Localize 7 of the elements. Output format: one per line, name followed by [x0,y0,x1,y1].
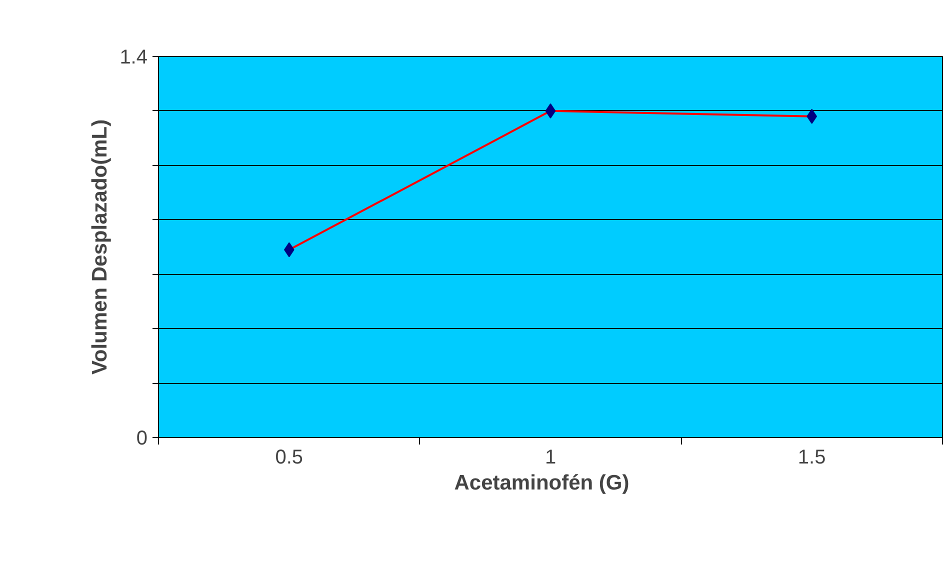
x-axis-title: Acetaminofén (G) [454,472,630,494]
y-tick-label: 0 [136,428,148,450]
x-tick-label: 0.5 [275,446,304,468]
y-tick-label: 1.4 [120,46,148,68]
x-tick-label: 1 [544,446,556,468]
x-tick-label: 1.5 [798,446,826,468]
y-axis-title: Volumen Desplazado(mL) [88,119,112,375]
